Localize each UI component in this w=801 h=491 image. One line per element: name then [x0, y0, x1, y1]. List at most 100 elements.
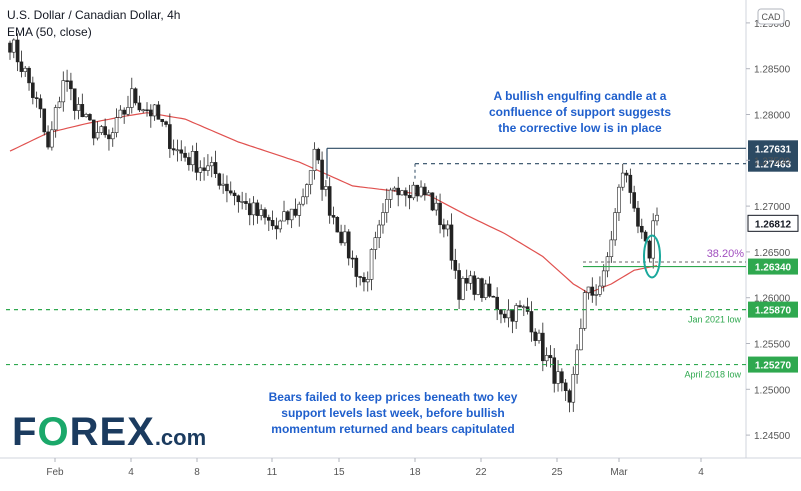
x-tick-label: 8 — [194, 467, 200, 478]
candle-bullish — [620, 172, 625, 188]
candle-bearish — [80, 104, 85, 118]
candle-bearish — [331, 215, 336, 218]
candle-bearish — [647, 240, 652, 259]
candle-bullish — [23, 67, 28, 72]
candle-bearish — [533, 331, 538, 341]
price-label-1.25870 — [748, 301, 798, 318]
candle-bearish — [472, 275, 477, 295]
candle-bearish — [179, 149, 184, 154]
y-tick-label: 1.28000 — [754, 111, 791, 122]
candle-bearish — [628, 174, 633, 193]
price-label-1.25270 — [748, 356, 798, 373]
candle-bearish — [15, 39, 20, 63]
candle-bearish — [171, 148, 176, 151]
y-tick-label: 1.26000 — [754, 294, 791, 305]
candle-bearish — [541, 332, 545, 362]
price-label-1.26812 — [747, 214, 799, 232]
candle-bullish — [598, 285, 602, 295]
candle-bullish — [468, 275, 473, 284]
candle-bullish — [282, 211, 286, 222]
x-tick-label: Feb — [46, 467, 64, 478]
candle-bearish — [274, 225, 279, 230]
candle-bullish — [259, 209, 263, 216]
candle-bearish — [552, 357, 557, 384]
candle-bullish — [129, 88, 134, 108]
candle-bullish — [53, 107, 58, 131]
candle-bearish — [164, 121, 168, 125]
candle-bullish — [126, 107, 130, 115]
candle-bearish — [293, 208, 298, 216]
candle-bearish — [228, 190, 233, 194]
candle-bullish — [419, 186, 423, 197]
price-label-text: 1.27463 — [755, 160, 792, 171]
candle-bearish — [168, 124, 172, 149]
candle-bearish — [107, 134, 111, 140]
candle-bullish — [601, 270, 606, 287]
candle-bullish — [506, 309, 511, 319]
candle-bullish — [377, 224, 381, 239]
candle-bearish — [202, 167, 206, 171]
candle-bullish — [190, 151, 195, 166]
candle-bearish — [529, 311, 534, 333]
annotation-bottom: Bears failed to keep prices beneath two … — [228, 389, 558, 437]
candle-bullish — [544, 355, 549, 362]
currency-badge[interactable] — [757, 8, 785, 25]
annotation-bottom-line-1: Bears failed to keep prices beneath two … — [268, 390, 518, 404]
candle-bullish — [84, 114, 88, 118]
candle-bearish — [225, 183, 229, 192]
candle-bearish — [217, 173, 222, 186]
candle-bullish — [301, 196, 305, 205]
candle-bearish — [430, 192, 435, 211]
candle-bullish — [655, 214, 659, 222]
candle-bullish — [594, 294, 598, 296]
candle-bullish — [381, 212, 385, 226]
candle-bearish — [244, 201, 248, 204]
candle-bullish — [76, 104, 81, 111]
candle-bullish — [297, 203, 302, 216]
candle-bearish — [335, 217, 340, 233]
candle-bearish — [88, 114, 92, 121]
candle-bullish — [308, 170, 313, 185]
price-label-1.27631 — [748, 140, 798, 157]
candle-bullish — [114, 117, 119, 133]
candle-bearish — [69, 80, 73, 90]
candle-bullish — [426, 192, 431, 196]
price-label-text: 1.25870 — [755, 306, 792, 317]
candle-bullish — [175, 149, 180, 152]
candle-bullish — [392, 187, 397, 191]
candle-bearish — [548, 355, 553, 359]
candle-bearish — [38, 98, 43, 110]
candle-bearish — [263, 209, 267, 218]
candle-bearish — [560, 371, 564, 384]
candle-bearish — [232, 192, 237, 197]
candle-bearish — [415, 184, 420, 197]
candle-bullish — [613, 212, 617, 241]
candle-bearish — [350, 257, 355, 260]
candle-bullish — [343, 231, 347, 244]
y-tick-label: 1.26500 — [754, 248, 791, 259]
x-tick-label: Mar — [610, 467, 628, 478]
candle-bullish — [575, 349, 579, 375]
price-label-text: 1.25270 — [755, 361, 792, 372]
candle-bullish — [537, 332, 541, 341]
candle-bearish — [34, 97, 39, 99]
candle-bearish — [72, 88, 77, 111]
candle-bullish — [445, 224, 450, 230]
candle-bullish — [605, 256, 610, 272]
y-tick-label: 1.27000 — [754, 202, 791, 213]
y-tick-label: 1.27500 — [754, 156, 791, 167]
candle-bullish — [278, 220, 283, 230]
logo-letter-f: F — [12, 410, 38, 454]
candle-bearish — [480, 278, 484, 298]
candle-bullish — [483, 283, 488, 298]
y-tick-label: 1.24500 — [754, 431, 791, 442]
candle-bearish — [266, 217, 271, 221]
fib-label: 38.20% — [707, 248, 745, 260]
candle-bearish — [491, 295, 496, 298]
x-tick-label: 4 — [698, 467, 704, 478]
candle-bullish — [209, 162, 214, 167]
candle-bearish — [636, 207, 640, 227]
candle-bullish — [476, 278, 480, 295]
